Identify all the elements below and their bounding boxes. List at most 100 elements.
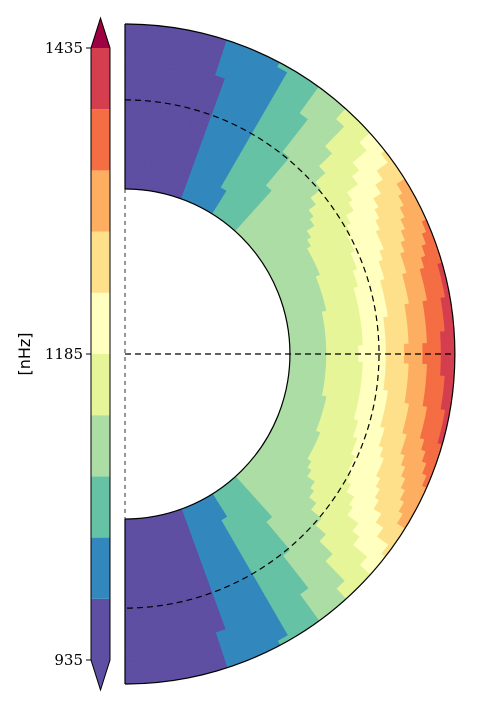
field-cell [131,563,141,570]
field-cell [131,147,140,154]
field-cell [125,660,137,667]
field-cell [440,342,447,355]
field-cell [125,161,133,167]
field-cell [125,642,136,648]
field-cell [131,142,141,149]
field-cell [125,83,135,89]
field-cell [125,28,137,34]
field-cell [289,353,295,361]
field-cell [349,345,355,355]
colorbar-tick-label: 935 [54,651,83,669]
field-cell [130,522,138,529]
field-cell [431,353,438,366]
field-cell [390,344,396,355]
field-cell [125,555,133,561]
field-cell [125,142,133,149]
colorbar-tick-label: 1435 [45,39,83,57]
field-cell [381,353,387,364]
field-cell [131,545,140,552]
field-cell [125,655,137,662]
field-cell [125,156,133,163]
field-cell [125,37,137,43]
field-cell [130,165,139,172]
field-cell [130,179,138,186]
field-cell [125,32,137,39]
field-cell [335,346,341,355]
field-cell [302,340,309,349]
field-cell [131,152,140,158]
colorbar-segment [91,231,110,293]
field-cell [125,568,134,575]
field-cell [344,361,350,371]
field-cell [303,347,309,355]
field-cell [131,550,140,556]
field-cell [362,345,369,355]
field-cell [298,359,305,367]
colorbar-segment [91,476,110,538]
field-cell [321,360,327,369]
field-cell [125,545,133,552]
field-cell [125,74,136,80]
field-cell [431,342,438,355]
field-cell [125,596,135,602]
field-cell [125,69,136,75]
rotation-field [125,24,455,684]
field-cell [445,353,451,366]
field-cell [125,133,134,140]
field-cell [125,115,134,121]
field-cell [334,338,341,348]
field-cell [436,342,442,355]
field-cell [330,353,337,362]
field-cell [132,129,142,135]
field-cell [125,41,137,48]
field-cell [408,353,415,365]
field-cell [339,353,346,363]
field-cell [125,619,135,625]
field-cell [125,92,135,98]
field-cell [298,353,305,361]
field-cell [330,338,337,348]
field-cell [394,343,401,355]
field-cell [413,343,419,355]
field-cell [125,518,132,524]
field-cell [125,651,136,657]
field-cell [125,669,137,676]
field-cell [394,353,401,365]
field-cell [125,170,132,176]
colorbar-segment [91,537,110,599]
field-cell [125,523,132,529]
field-cell [294,353,300,361]
field-cell [125,165,132,172]
field-cell [125,582,134,589]
field-cell [125,138,133,144]
field-cell [131,156,140,163]
field-cell [358,345,364,355]
field-cell [316,353,323,362]
field-cell [294,347,300,355]
field-cell [125,64,136,71]
field-cell [422,353,428,365]
field-cell [316,339,323,348]
field-cell [125,147,133,153]
field-cell [321,339,327,348]
field-cell [125,536,132,543]
field-cell [417,343,424,355]
field-cell [131,541,139,547]
field-cell [408,343,415,355]
field-cell [307,347,314,355]
field-cell [125,646,136,653]
field-cell [130,536,139,543]
field-cell [312,353,318,362]
field-cell [362,353,369,363]
field-cell [371,353,378,364]
field-cell [289,347,295,355]
field-cell [125,665,137,671]
field-cell [302,359,309,368]
field-cell [440,353,447,366]
colorbar-segment [91,48,110,110]
field-cell [307,353,314,361]
field-cell [125,637,136,644]
field-cell [316,360,323,369]
field-cell [125,124,134,130]
field-cell [125,564,133,570]
